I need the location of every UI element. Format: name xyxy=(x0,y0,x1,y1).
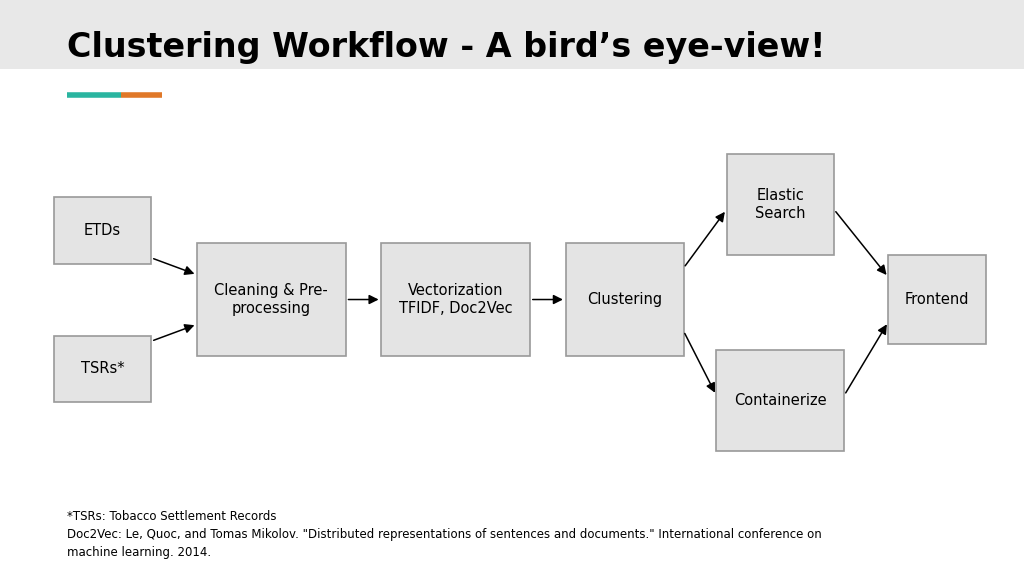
Text: Containerize: Containerize xyxy=(734,393,826,408)
FancyBboxPatch shape xyxy=(197,244,346,356)
Text: Elastic
Search: Elastic Search xyxy=(755,188,806,221)
FancyBboxPatch shape xyxy=(717,350,844,450)
Text: Clustering: Clustering xyxy=(587,292,663,307)
Text: Doc2Vec: Le, Quoc, and Tomas Mikolov. "Distributed representations of sentences : Doc2Vec: Le, Quoc, and Tomas Mikolov. "D… xyxy=(67,528,821,541)
Text: ETDs: ETDs xyxy=(84,223,121,238)
FancyBboxPatch shape xyxy=(565,244,684,356)
Text: TSRs*: TSRs* xyxy=(81,361,124,376)
Text: Cleaning & Pre-
processing: Cleaning & Pre- processing xyxy=(214,283,329,316)
FancyBboxPatch shape xyxy=(54,198,152,264)
FancyBboxPatch shape xyxy=(54,335,152,402)
FancyBboxPatch shape xyxy=(381,244,530,356)
Text: Frontend: Frontend xyxy=(905,292,969,307)
FancyBboxPatch shape xyxy=(727,154,834,255)
Text: machine learning. 2014.: machine learning. 2014. xyxy=(67,546,211,559)
Text: Clustering Workflow - A bird’s eye-view!: Clustering Workflow - A bird’s eye-view! xyxy=(67,31,825,64)
Text: *TSRs: Tobacco Settlement Records: *TSRs: Tobacco Settlement Records xyxy=(67,510,276,523)
Text: Vectorization
TFIDF, Doc2Vec: Vectorization TFIDF, Doc2Vec xyxy=(399,283,512,316)
FancyBboxPatch shape xyxy=(889,255,985,344)
